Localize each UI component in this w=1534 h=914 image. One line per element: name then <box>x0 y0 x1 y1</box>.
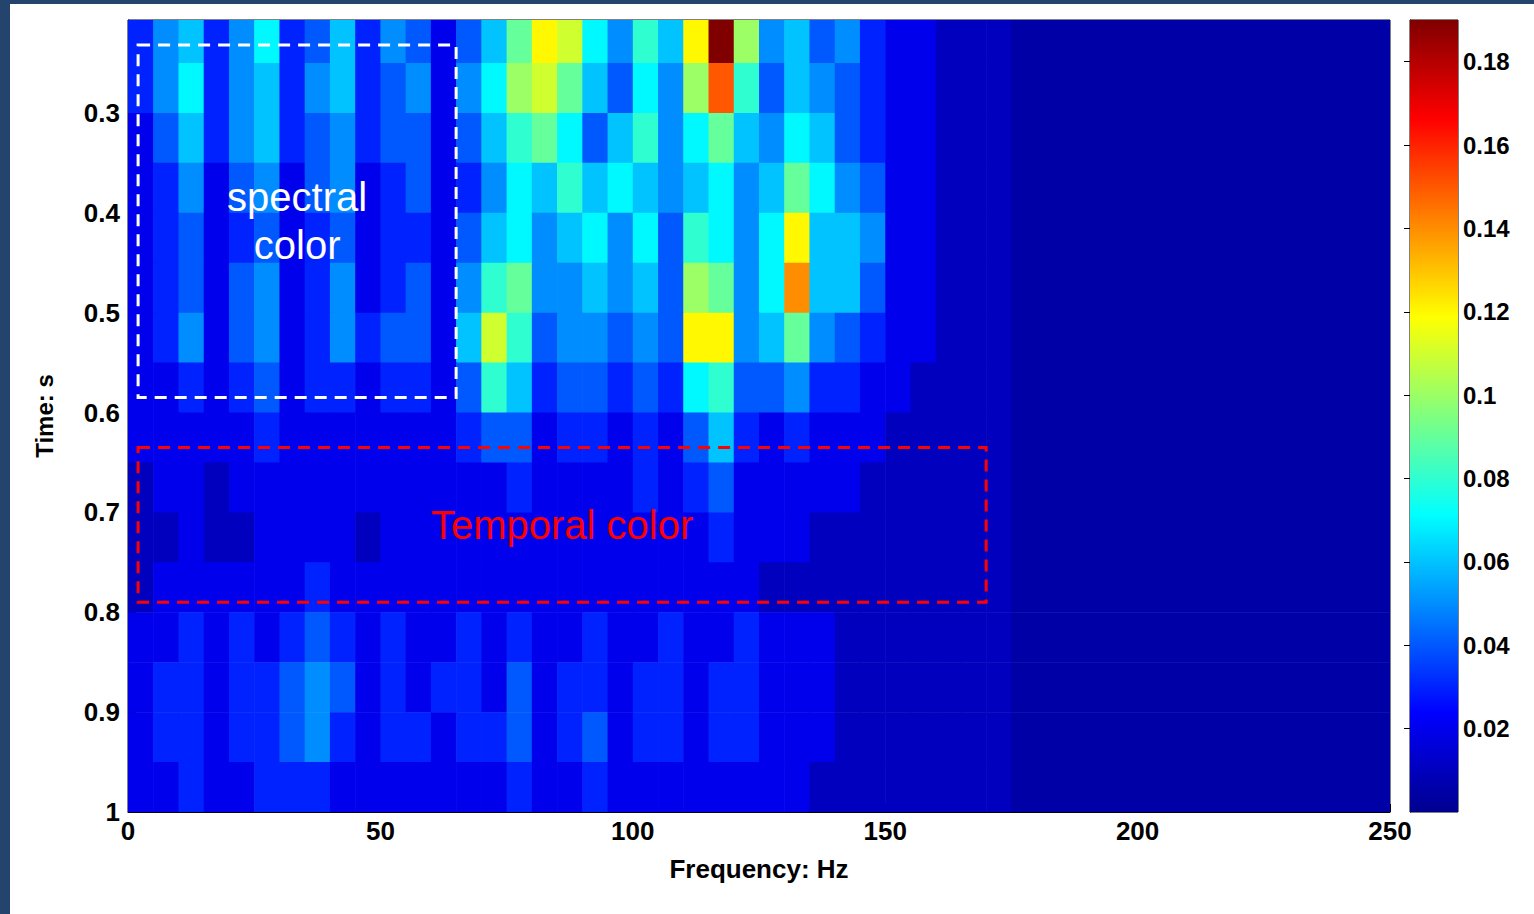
svg-text:0.16: 0.16 <box>1463 132 1510 159</box>
svg-text:0.04: 0.04 <box>1463 632 1510 659</box>
svg-text:150: 150 <box>864 816 907 846</box>
svg-text:0.1: 0.1 <box>1463 382 1496 409</box>
svg-text:0.8: 0.8 <box>84 597 120 627</box>
svg-text:0.7: 0.7 <box>84 497 120 527</box>
svg-text:0.14: 0.14 <box>1463 215 1510 242</box>
svg-text:0.3: 0.3 <box>84 98 120 128</box>
svg-text:0: 0 <box>121 816 135 846</box>
svg-text:0.5: 0.5 <box>84 298 120 328</box>
svg-text:spectral: spectral <box>227 175 367 219</box>
svg-text:Time: s: Time: s <box>31 374 58 458</box>
svg-text:1: 1 <box>106 797 120 827</box>
svg-text:Frequency: Hz: Frequency: Hz <box>669 854 848 884</box>
svg-text:color: color <box>254 223 341 267</box>
svg-text:0.18: 0.18 <box>1463 48 1510 75</box>
svg-text:0.06: 0.06 <box>1463 548 1510 575</box>
svg-text:Temporal color: Temporal color <box>431 503 693 547</box>
svg-text:0.6: 0.6 <box>84 398 120 428</box>
svg-text:50: 50 <box>366 816 395 846</box>
svg-text:0.4: 0.4 <box>84 198 121 228</box>
svg-text:250: 250 <box>1368 816 1411 846</box>
svg-text:0.02: 0.02 <box>1463 715 1510 742</box>
svg-text:0.08: 0.08 <box>1463 465 1510 492</box>
svg-text:0.9: 0.9 <box>84 697 120 727</box>
svg-text:200: 200 <box>1116 816 1159 846</box>
svg-text:100: 100 <box>611 816 654 846</box>
svg-text:0.12: 0.12 <box>1463 298 1510 325</box>
